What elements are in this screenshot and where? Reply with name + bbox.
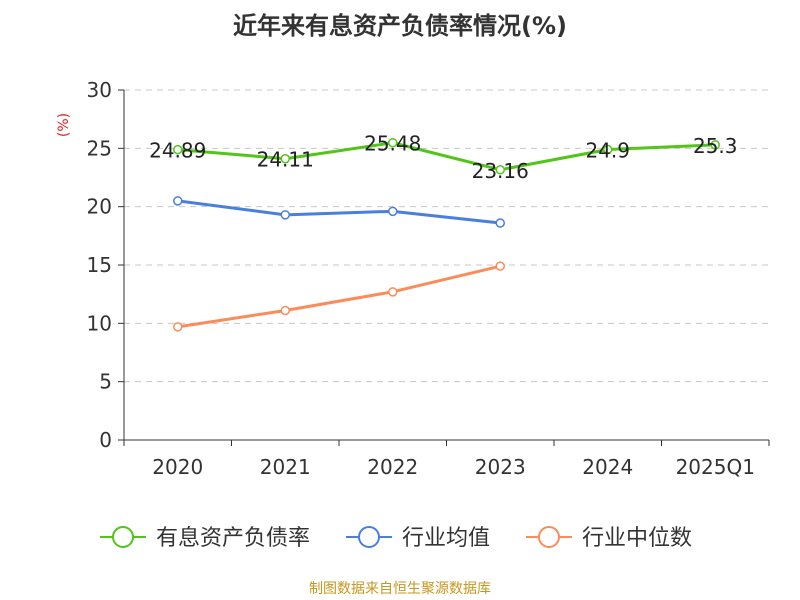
x-tick-label: 2022 — [367, 455, 418, 479]
legend-marker — [538, 526, 560, 548]
x-tick-label: 2020 — [152, 455, 203, 479]
data-point — [710, 140, 720, 150]
y-tick-label: 30 — [87, 78, 112, 102]
legend-label: 行业均值 — [402, 526, 490, 551]
data-point — [173, 144, 183, 155]
x-tick-label: 2023 — [475, 455, 526, 479]
data-label: 25.48 — [364, 132, 421, 156]
legend-label: 行业中位数 — [582, 526, 692, 551]
y-tick-label: 5 — [99, 370, 112, 394]
data-point — [173, 196, 183, 206]
data-point — [603, 144, 613, 155]
data-point — [495, 165, 505, 175]
data-label: 24.11 — [257, 148, 314, 172]
grid-lines — [124, 89, 769, 383]
data-point — [173, 322, 183, 332]
y-tick-label: 15 — [87, 253, 112, 277]
data-point — [388, 206, 398, 217]
legend-marker — [112, 526, 134, 548]
x-tick-label: 2025Q1 — [676, 455, 755, 479]
legend: 有息资产负债率 行业均值 行业中位数 — [100, 526, 692, 551]
data-point — [280, 305, 290, 316]
data-point — [280, 210, 290, 220]
data-point — [495, 261, 505, 271]
series-line-1 — [177, 199, 501, 225]
x-tick-label: 2024 — [582, 455, 633, 479]
data-label: 24.89 — [149, 139, 206, 163]
y-axis-label: (%) — [56, 113, 72, 137]
chart-title: 近年来有息资产负债率情况(%) — [233, 12, 567, 40]
series-line-0 — [177, 141, 716, 172]
data-point — [280, 153, 290, 164]
data-label: 24.9 — [585, 139, 630, 163]
data-point — [495, 218, 505, 228]
axes: 0 5 10 15 20 25 30 2020 2021 2022 2023 2024 2025Q1 — [87, 78, 770, 479]
data-label: 23.16 — [472, 159, 529, 183]
series-lines — [173, 137, 720, 332]
data-labels: 24.89 24.11 25.48 23.16 24.9 25.3 — [149, 132, 737, 183]
x-tick-label: 2021 — [260, 455, 311, 479]
legend-label: 有息资产负债率 — [156, 526, 310, 551]
y-tick-label: 20 — [87, 195, 112, 219]
legend-marker — [358, 526, 380, 548]
data-point — [388, 137, 398, 148]
y-tick-label: 10 — [87, 311, 112, 335]
y-tick-label: 25 — [87, 136, 112, 160]
series-line-2 — [177, 264, 501, 329]
y-tick-label: 0 — [99, 428, 112, 452]
data-point — [388, 287, 398, 297]
source-note: 制图数据来自恒生聚源数据库 — [309, 581, 491, 597]
data-label: 25.3 — [693, 134, 738, 158]
